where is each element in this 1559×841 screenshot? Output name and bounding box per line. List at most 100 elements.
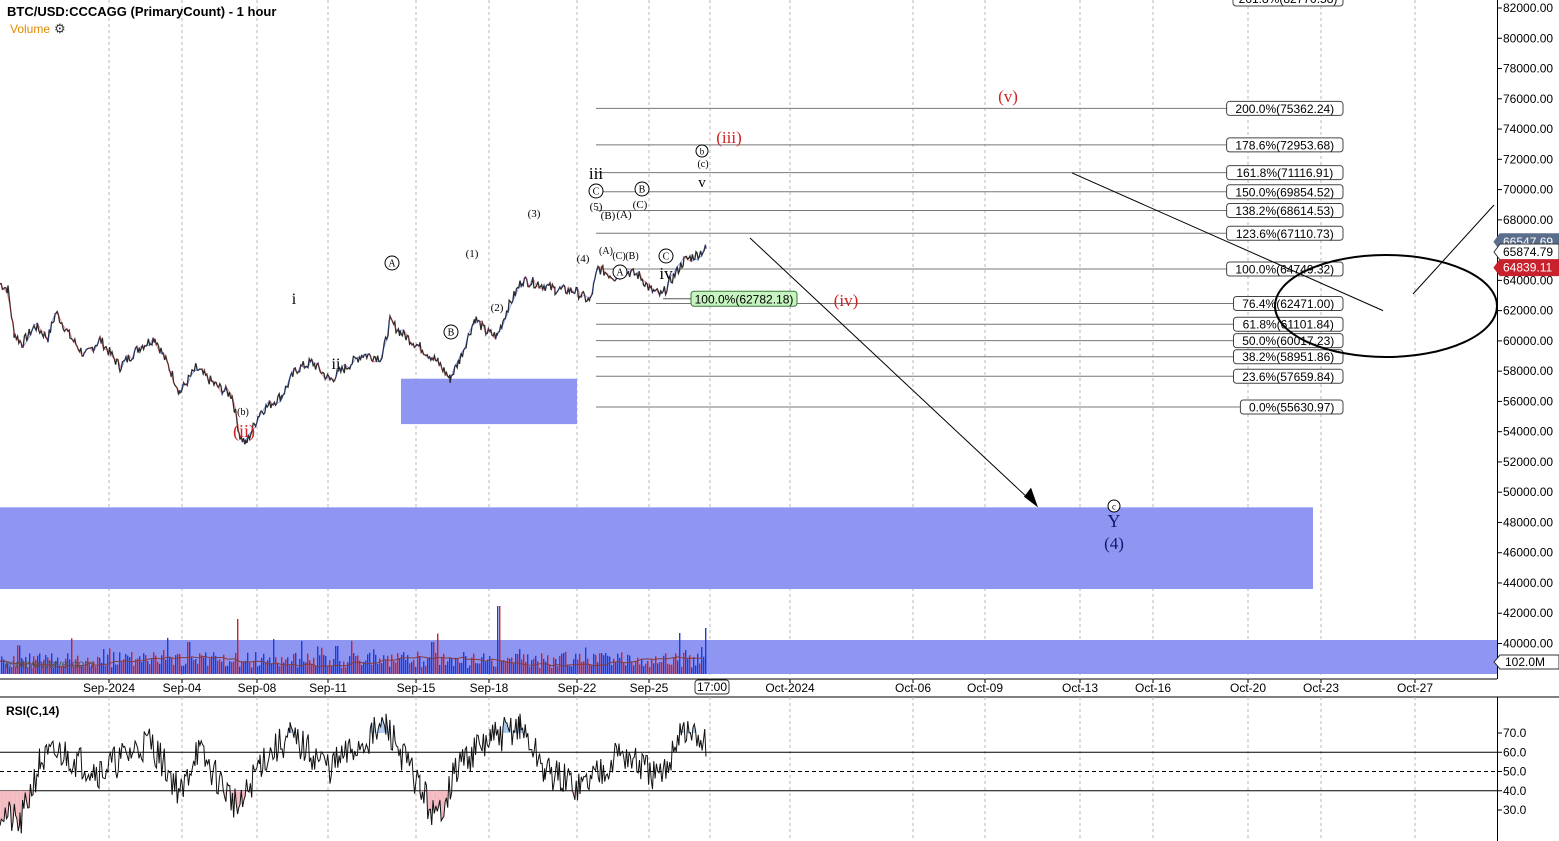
volume-bar <box>651 659 653 674</box>
volume-bar <box>399 658 401 674</box>
volume-bar <box>323 654 325 674</box>
volume-bar <box>271 663 273 674</box>
volume-bar <box>481 657 483 674</box>
volume-bar <box>431 642 433 674</box>
volume-bar <box>211 656 213 674</box>
volume-bar <box>311 664 313 674</box>
candle-mark <box>705 244 707 249</box>
volume-bar <box>119 652 121 674</box>
volume-bar <box>611 665 613 674</box>
fib-label-text: 100.0%(64749.32) <box>1235 263 1334 277</box>
gear-icon[interactable]: ⚙ <box>54 21 66 36</box>
volume-label[interactable]: Volume <box>10 22 51 36</box>
volume-bar <box>17 645 19 674</box>
volume-bar <box>583 661 585 674</box>
volume-bar <box>141 662 143 674</box>
candle-mark <box>16 338 21 341</box>
candle-mark <box>687 258 692 262</box>
volume-bar <box>365 660 367 674</box>
volume-bar <box>429 657 431 674</box>
volume-bar <box>605 653 607 674</box>
volume-bar <box>475 663 477 674</box>
candle-mark <box>55 313 59 316</box>
volume-bar <box>565 651 567 674</box>
candle-mark <box>666 276 671 292</box>
volume-bar <box>223 654 225 674</box>
arrow-head <box>1024 487 1038 508</box>
volume-bar <box>637 657 639 674</box>
volume-bar <box>413 659 415 674</box>
volume-bar <box>527 654 529 674</box>
volume-bar <box>319 655 321 674</box>
candle-mark <box>478 320 483 323</box>
volume-bar <box>261 657 263 674</box>
volume-bar <box>73 666 75 674</box>
volume-bar <box>75 659 77 674</box>
volume-bar <box>375 654 377 674</box>
circle-text: b <box>700 147 705 157</box>
volume-bar <box>415 666 417 674</box>
candle-mark <box>406 335 412 343</box>
circle-mark <box>658 248 674 264</box>
candle-mark <box>99 336 104 350</box>
price-badge-bg <box>1493 243 1559 261</box>
volume-bar <box>61 666 63 674</box>
volume-bar <box>101 662 103 674</box>
candle-mark <box>47 322 52 343</box>
volume-bar <box>441 656 443 674</box>
x-tick-label: Sep-11 <box>309 681 347 695</box>
fib-label: 123.6%(67110.73) <box>1226 225 1344 241</box>
volume-bar <box>473 653 475 674</box>
volume-zone <box>0 640 1497 674</box>
volume-bar <box>337 646 339 674</box>
volume-bar <box>47 657 49 674</box>
volume-bar <box>83 666 85 674</box>
volume-bar <box>77 655 79 674</box>
candle-mark <box>3 288 8 294</box>
volume-bar <box>381 663 383 674</box>
volume-bar <box>25 657 27 674</box>
volume-bar <box>635 660 637 674</box>
volume-bar <box>257 666 259 674</box>
volume-bar <box>531 660 533 674</box>
circled-wave-label: A <box>384 255 400 271</box>
candle-mark <box>587 295 592 299</box>
candle-mark <box>542 285 547 290</box>
volume-bar <box>627 654 629 674</box>
volume-bar <box>373 649 375 674</box>
volume-bar <box>199 653 201 674</box>
volume-bar <box>149 664 151 674</box>
candle-mark <box>6 293 11 309</box>
volume-bar <box>683 652 685 674</box>
candle-mark <box>393 324 398 332</box>
candle-mark <box>458 352 462 360</box>
fib-label-text: 38.2%(58951.86) <box>1242 350 1334 364</box>
volume-bar <box>679 633 681 674</box>
volume-bar <box>231 661 233 674</box>
candle-mark <box>93 345 98 352</box>
candle-mark <box>296 364 302 374</box>
volume-bar <box>187 642 189 674</box>
volume-bar <box>567 664 569 674</box>
candle-mark <box>231 394 236 409</box>
volume-bar <box>247 652 249 674</box>
candle-mark <box>507 303 512 313</box>
volume-bar <box>157 661 159 674</box>
fib-label-box <box>1226 100 1344 116</box>
volume-bar <box>1 656 3 674</box>
volume-bar <box>359 660 361 674</box>
candle-mark <box>138 345 143 349</box>
volume-bar <box>701 647 703 674</box>
volume-bar <box>305 662 307 674</box>
candle-mark <box>324 376 330 380</box>
candle-mark <box>355 356 360 359</box>
candle-mark <box>131 347 136 360</box>
volume-bar <box>285 659 287 674</box>
candle-mark <box>555 286 561 294</box>
volume-bar <box>287 657 289 674</box>
wave-label-small: (B) <box>625 251 638 262</box>
rsi-tick-label: 50.0 <box>1503 765 1527 779</box>
candle-mark <box>584 294 589 299</box>
volume-bar <box>295 652 297 674</box>
